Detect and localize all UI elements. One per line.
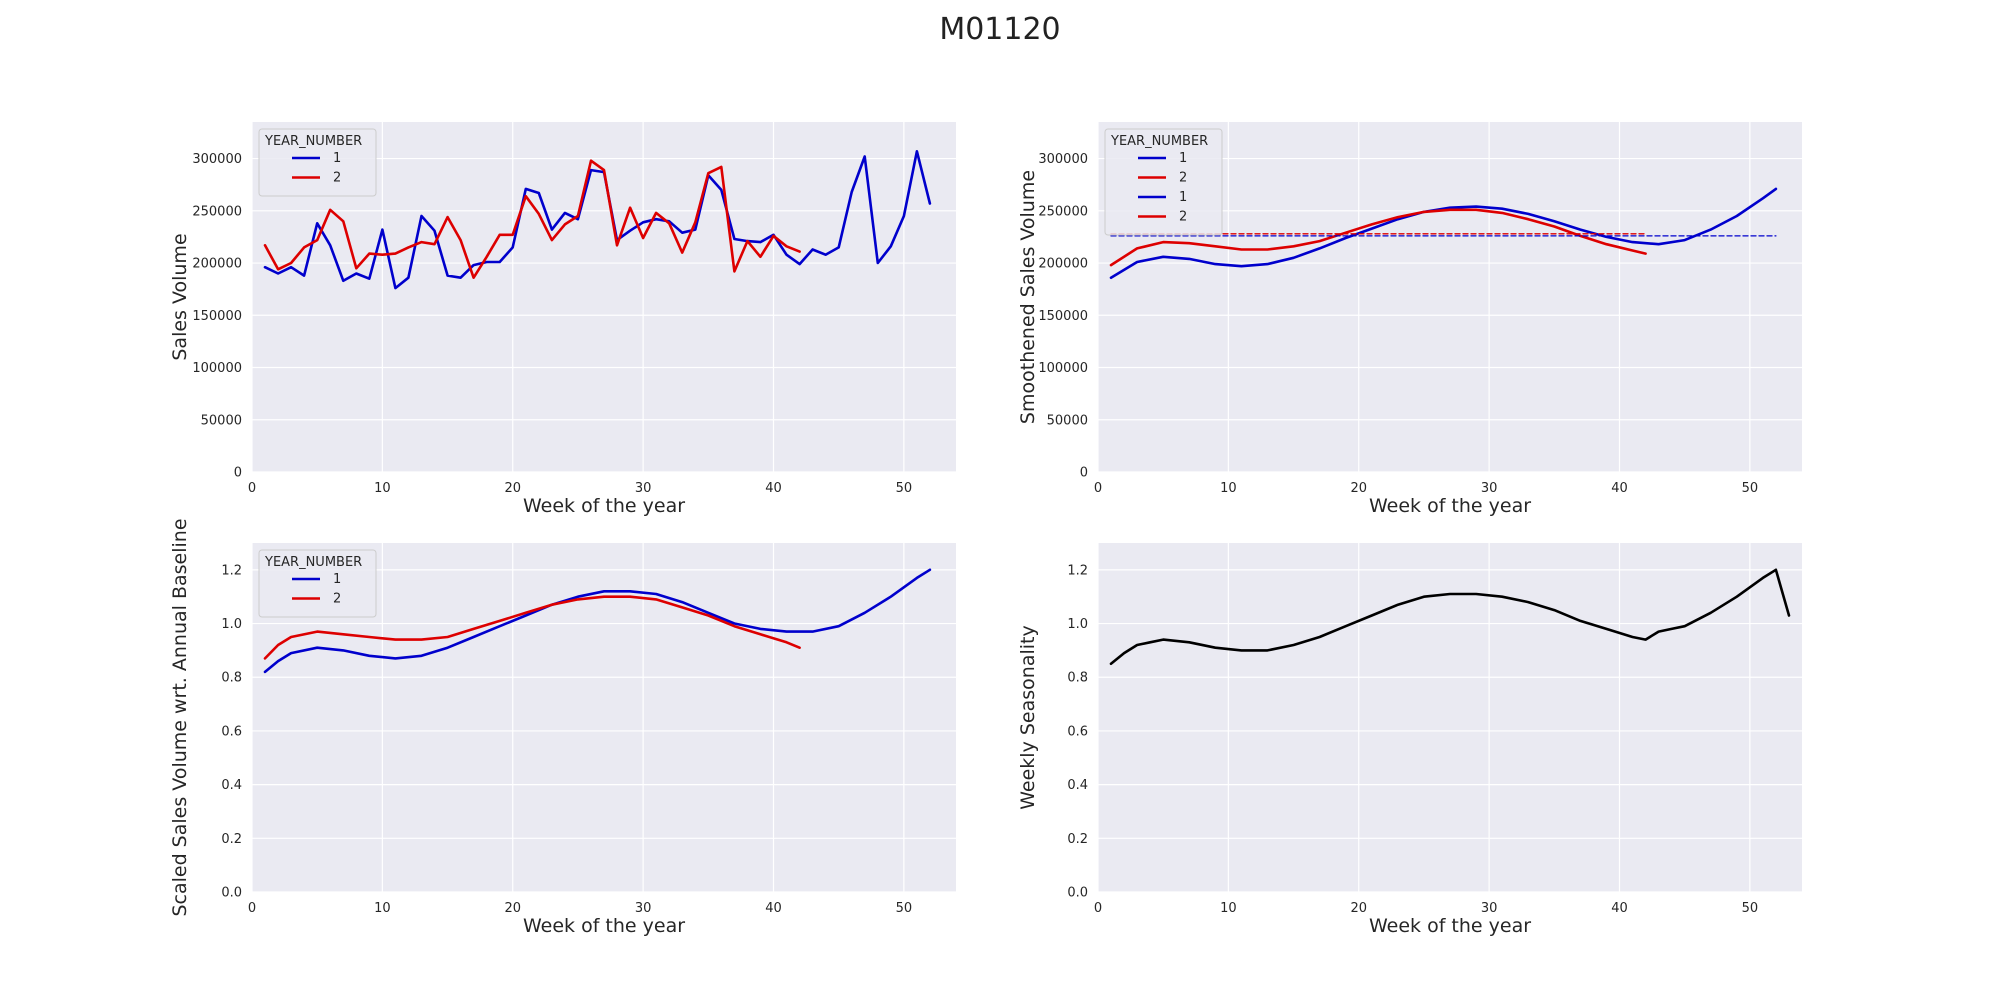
x-tick-label: 0 [1094,901,1102,916]
x-tick-label: 40 [1611,481,1628,496]
y-tick-label: 200000 [1038,257,1088,272]
y-tick-label: 1.2 [1067,563,1088,578]
legend-box [258,549,377,618]
series-line-1 [1109,187,1778,280]
y-tick-label: 150000 [1038,309,1088,324]
x-axis-label: Week of the year [1369,495,1531,517]
y-tick-label: 0.6 [1067,724,1088,739]
y-tick-label: 300000 [192,152,242,167]
chart-panel-3: 0 10 20 30 40 50 0.0 0.2 0.4 0.6 0.8 1.0 1.2 Week of … [169,518,956,937]
x-axis-label: Week of the year [523,915,685,937]
y-axis-label: Weekly Seasonality [1017,625,1039,809]
legend-entry-label: 2 [1179,210,1187,225]
y-axis-label: Scaled Sales Volume wrt. Annual Baseline [169,518,191,916]
y-tick-label: 100000 [1038,361,1088,376]
x-tick-label: 40 [1611,901,1628,916]
x-tick-label: 50 [1742,481,1759,496]
y-tick-label: 250000 [1038,204,1088,219]
x-tick-label: 50 [896,481,913,496]
y-tick-label: 0.0 [1067,886,1088,901]
y-tick-label: 1.0 [1067,617,1088,632]
y-tick-label: 100000 [192,361,242,376]
legend-entry-label: 2 [333,592,341,607]
series-line-2 [263,595,801,660]
x-tick-label: 40 [765,481,782,496]
y-tick-label: 1.0 [221,617,242,632]
x-tick-label: 30 [635,901,652,916]
x-tick-label: 20 [1350,481,1367,496]
y-axis-label: Smoothened Sales Volume [1017,170,1039,424]
y-tick-label: 0.2 [1067,832,1088,847]
x-tick-label: 20 [1350,901,1367,916]
legend: YEAR_NUMBER 1 2 [258,128,377,197]
y-axis-label: Sales Volume [169,233,191,360]
y-tick-label: 150000 [192,309,242,324]
legend: YEAR_NUMBER 1 2 1 2 [1104,128,1223,236]
series-line-2 [263,159,801,280]
y-tick-label: 1.2 [221,563,242,578]
x-tick-label: 30 [1481,481,1498,496]
plot-area [1098,543,1802,892]
x-tick-label: 10 [374,481,391,496]
x-tick-label: 30 [1481,901,1498,916]
y-tick-label: 0.2 [221,832,242,847]
legend-box [258,128,377,197]
legend-entry-label: 1 [333,151,341,166]
y-tick-label: 0.4 [1067,778,1088,793]
x-tick-label: 0 [248,481,256,496]
legend-entry-label: 1 [333,572,341,587]
chart-panel-1: 0 10 20 30 40 50 0 50000 100000 150000 200000 25000… [169,122,956,517]
y-tick-label: 50000 [1047,413,1088,428]
legend-title: YEAR_NUMBER [1110,134,1208,149]
chart-panel-2: 0 10 20 30 40 50 0 50000 100000 150000 200000 25000… [1017,122,1802,517]
x-axis-label: Week of the year [1369,915,1531,937]
x-tick-label: 0 [248,901,256,916]
chart-panel-4: 0 10 20 30 40 50 0.0 0.2 0.4 0.6 0.8 1.0 1.2 Week of … [1017,543,1802,937]
legend-entry-label: 2 [333,171,341,186]
figure-title: M01120 [939,12,1061,47]
x-tick-label: 10 [1220,901,1237,916]
x-tick-label: 20 [504,481,521,496]
y-tick-label: 0.8 [1067,671,1088,686]
y-tick-label: 0.6 [221,724,242,739]
y-tick-label: 0.4 [221,778,242,793]
legend-entry-label: 2 [1179,171,1187,186]
x-tick-label: 10 [374,901,391,916]
x-tick-label: 50 [1742,901,1759,916]
legend-entry-label: 1 [1179,151,1187,166]
x-axis-label: Week of the year [523,495,685,517]
legend: YEAR_NUMBER 1 2 [258,549,377,618]
y-tick-label: 0.8 [221,671,242,686]
series-line-2 [1109,208,1647,267]
legend-title: YEAR_NUMBER [264,134,362,149]
series-line-1 [263,568,932,674]
y-tick-label: 0.0 [221,886,242,901]
y-tick-label: 250000 [192,204,242,219]
y-tick-label: 0 [234,466,242,481]
y-tick-label: 300000 [1038,152,1088,167]
legend-title: YEAR_NUMBER [264,555,362,570]
legend-box [1104,128,1223,236]
y-tick-label: 0 [1080,466,1088,481]
x-tick-label: 40 [765,901,782,916]
x-tick-label: 20 [504,901,521,916]
y-tick-label: 50000 [201,413,242,428]
y-tick-label: 200000 [192,257,242,272]
x-tick-label: 10 [1220,481,1237,496]
x-tick-label: 0 [1094,481,1102,496]
series-line-seasonality [1109,568,1791,666]
x-tick-label: 30 [635,481,652,496]
x-tick-label: 50 [896,901,913,916]
legend-entry-label: 1 [1179,190,1187,205]
